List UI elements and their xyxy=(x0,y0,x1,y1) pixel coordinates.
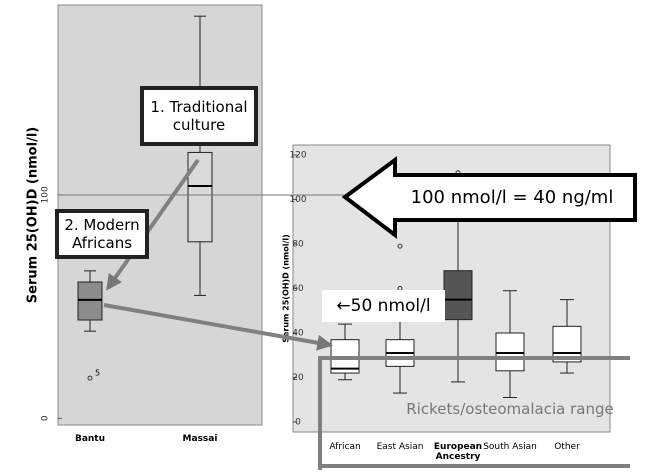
y-tick-label: 20 xyxy=(292,373,304,383)
range-bracket xyxy=(318,356,630,470)
box xyxy=(443,270,473,321)
box xyxy=(495,332,525,372)
annotation-text: 100 nmol/l = 40 ng/ml xyxy=(410,186,614,208)
y-tick-label: 60 xyxy=(292,284,304,294)
x-tick-label: East Asian xyxy=(376,442,424,452)
annotation-text: ←50 nmol/l xyxy=(322,290,445,322)
big-arrow xyxy=(341,156,637,240)
y-tick-label: 0 xyxy=(295,417,301,427)
y-tick-label: 0 xyxy=(41,415,51,421)
annotation-box: 1. Traditional culture xyxy=(140,86,258,146)
y-tick-label: 120 xyxy=(289,151,306,161)
x-tick-label: Bantu xyxy=(74,434,106,444)
y-axis-label: Serum 25(OH)D (nmol/l) xyxy=(282,234,291,343)
arrow xyxy=(106,158,200,291)
x-tick-label: European Ancestry xyxy=(433,442,483,462)
outlier-label: 5 xyxy=(95,369,100,378)
box xyxy=(77,281,103,321)
annotation-text: Rickets/osteomalacia range xyxy=(406,400,614,418)
x-tick-label: Other xyxy=(554,442,580,452)
y-tick-label: 80 xyxy=(292,240,304,250)
x-tick-label: African xyxy=(329,442,361,452)
outlier xyxy=(397,243,403,249)
x-tick-label: Massai xyxy=(182,434,218,444)
annotation-box: 2. Modern Africans xyxy=(55,209,149,259)
y-tick-label: 40 xyxy=(292,328,304,338)
arrow xyxy=(103,303,334,351)
x-tick-label: South Asian xyxy=(483,442,537,452)
y-tick-label: 100 xyxy=(289,195,306,205)
y-tick-label: 100 xyxy=(41,186,51,203)
box xyxy=(552,325,582,363)
outlier xyxy=(87,375,93,381)
y-axis-label: Serum 25(OH)D (nmol/l) xyxy=(26,127,41,303)
